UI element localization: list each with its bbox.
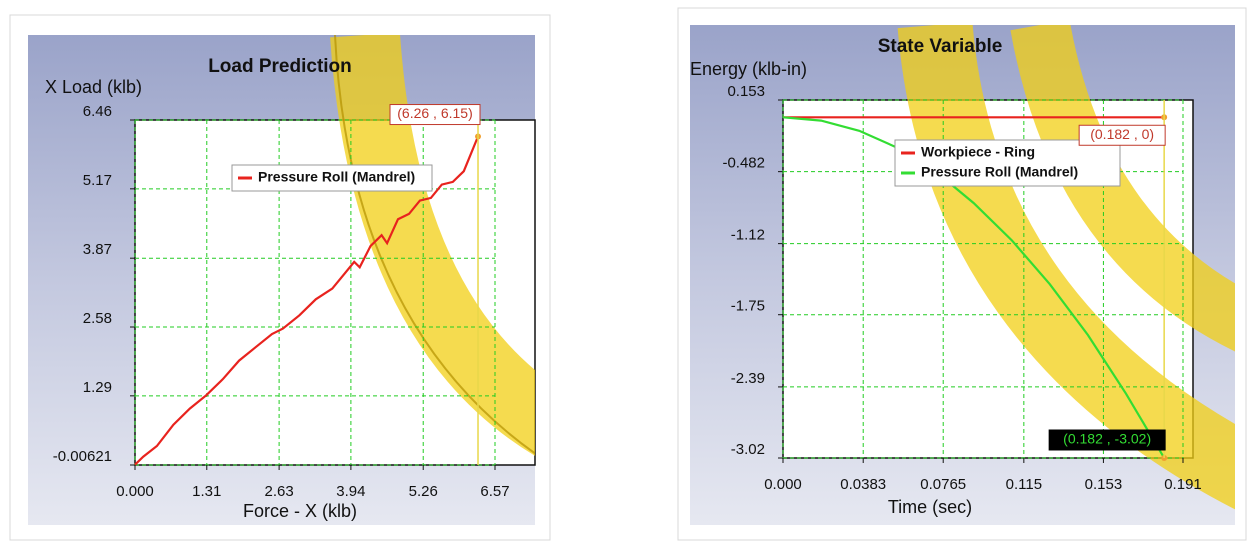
y-tick-label: 1.29 xyxy=(83,379,112,396)
annotation: (0.182 , -3.02) xyxy=(1063,431,1151,447)
annotation: (6.26 , 6.15) xyxy=(397,105,473,121)
x-axis-title: Force - X (klb) xyxy=(243,501,357,521)
x-tick-label: 0.000 xyxy=(764,476,802,493)
legend-label: Workpiece - Ring xyxy=(921,144,1035,160)
x-tick-label: 3.94 xyxy=(336,483,365,500)
x-tick-label: 0.191 xyxy=(1164,476,1202,493)
x-tick-label: 0.153 xyxy=(1085,476,1123,493)
x-tick-label: 5.26 xyxy=(409,483,438,500)
x-tick-label: 0.000 xyxy=(116,483,154,500)
chart-title: Load Prediction xyxy=(208,56,352,77)
chart-title: State Variable xyxy=(878,36,1003,57)
y-tick-label: 5.17 xyxy=(83,172,112,189)
y-tick-label: 0.153 xyxy=(727,83,765,100)
y-tick-label: 2.58 xyxy=(83,310,112,327)
x-axis-title: Time (sec) xyxy=(888,497,972,517)
y-tick-label: 6.46 xyxy=(83,103,112,120)
x-tick-label: 0.0383 xyxy=(840,476,886,493)
x-tick-label: 0.0765 xyxy=(920,476,966,493)
legend-label: Pressure Roll (Mandrel) xyxy=(258,169,415,185)
y-tick-label: -2.39 xyxy=(731,370,765,387)
y-tick-label: -0.00621 xyxy=(53,448,112,465)
x-tick-label: 2.63 xyxy=(265,483,294,500)
y-axis-title: X Load (klb) xyxy=(45,77,142,97)
y-tick-label: -1.12 xyxy=(731,227,765,244)
y-tick-label: -3.02 xyxy=(731,441,765,458)
y-tick-label: -0.482 xyxy=(722,155,765,172)
annotation: (0.182 , 0) xyxy=(1090,126,1154,142)
y-tick-label: 3.87 xyxy=(83,241,112,258)
x-tick-label: 6.57 xyxy=(480,483,509,500)
y-tick-label: -1.75 xyxy=(731,298,765,315)
screenshot: Load Prediction X Load (klb) Force - X (kl… xyxy=(0,0,1254,548)
y-axis-title: Energy (klb-in) xyxy=(690,59,807,79)
x-tick-label: 1.31 xyxy=(192,483,221,500)
legend-label: Pressure Roll (Mandrel) xyxy=(921,164,1078,180)
x-tick-label: 0.115 xyxy=(1006,476,1042,493)
